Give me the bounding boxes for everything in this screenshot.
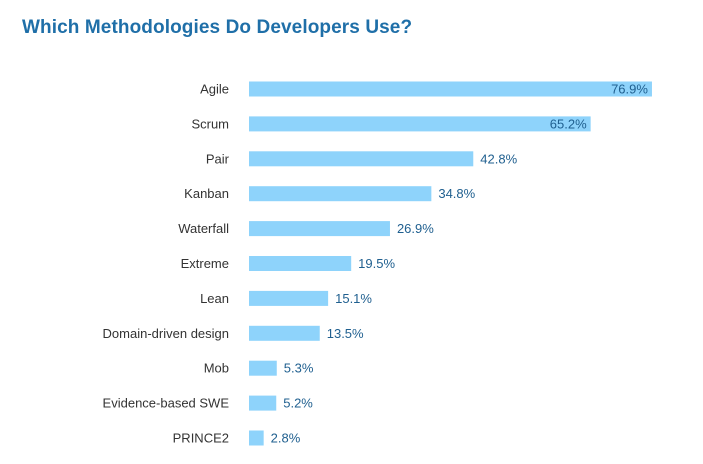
bar	[249, 360, 277, 376]
category-label: Lean	[200, 291, 229, 306]
bar	[249, 221, 390, 237]
value-label: 15.1%	[335, 291, 372, 306]
category-label: Extreme	[181, 256, 229, 271]
value-label: 5.3%	[284, 361, 314, 376]
chart-title: Which Methodologies Do Developers Use?	[22, 17, 413, 38]
category-label: Evidence-based SWE	[103, 396, 230, 411]
bar	[249, 81, 652, 97]
bar	[249, 325, 320, 341]
value-label: 5.2%	[283, 396, 313, 411]
category-label: Agile	[200, 82, 229, 97]
category-label: Scrum	[191, 116, 229, 131]
value-label: 42.8%	[480, 151, 517, 166]
category-label: Mob	[204, 361, 229, 376]
category-label: PRINCE2	[173, 431, 229, 446]
bar	[249, 151, 474, 167]
value-label: 13.5%	[327, 326, 364, 341]
value-label: 76.9%	[611, 82, 648, 97]
bar	[249, 186, 432, 202]
bar	[249, 116, 591, 132]
category-label: Kanban	[184, 186, 229, 201]
bar	[249, 395, 277, 411]
value-label: 26.9%	[397, 221, 434, 236]
category-label: Domain-driven design	[103, 326, 229, 341]
bar	[249, 290, 329, 306]
value-label: 65.2%	[550, 116, 587, 131]
value-label: 34.8%	[438, 186, 475, 201]
bar	[249, 430, 264, 446]
category-label: Waterfall	[178, 221, 229, 236]
value-label: 2.8%	[271, 431, 301, 446]
value-label: 19.5%	[358, 256, 395, 271]
bar	[249, 256, 352, 271]
category-label: Pair	[206, 151, 230, 166]
bars-group: Agile 76.9% Scrum 65.2% Pair 42.8% Kanban 34.8%…	[103, 81, 652, 446]
